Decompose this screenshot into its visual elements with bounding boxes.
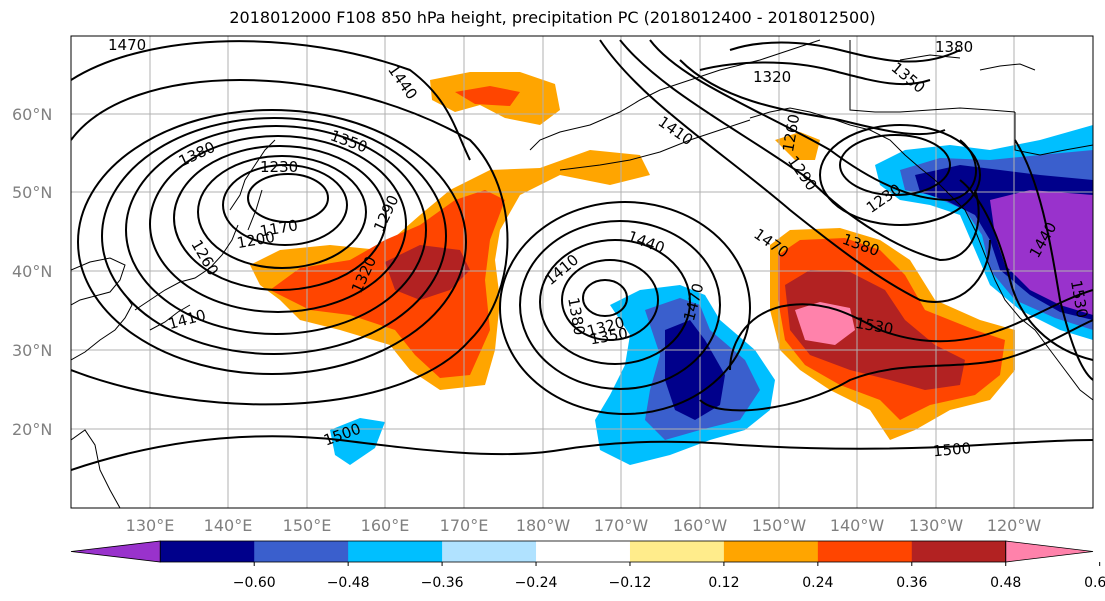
contour-label: 1470 bbox=[108, 36, 146, 54]
colorbar-segment bbox=[817, 541, 913, 562]
lat-label: 30°N bbox=[12, 341, 52, 360]
contour-label: 1230 bbox=[260, 158, 298, 176]
colorbar-tick-label: 0.60 bbox=[1084, 575, 1105, 591]
colorbar-tick-label: −0.48 bbox=[327, 575, 370, 591]
lat-label: 60°N bbox=[12, 105, 52, 124]
map-frame bbox=[70, 35, 1094, 509]
lat-label: 40°N bbox=[12, 262, 52, 281]
lon-label: 150°W bbox=[752, 516, 807, 535]
colorbar-tick-label: 0.12 bbox=[708, 575, 739, 591]
colorbar-arrow-low bbox=[70, 540, 161, 563]
lon-label: 120°W bbox=[987, 516, 1042, 535]
lon-label: 140°E bbox=[204, 516, 253, 535]
contour-label: 1380 bbox=[935, 38, 973, 56]
lat-label: 20°N bbox=[12, 420, 52, 439]
lon-label: 160°E bbox=[361, 516, 410, 535]
precip-region-northeast-purple bbox=[990, 190, 1093, 315]
colorbar-segment bbox=[160, 541, 255, 562]
precip-region-east-pink bbox=[795, 302, 855, 345]
lon-label: 160°W bbox=[673, 516, 728, 535]
precip-region-central-darkred bbox=[385, 245, 470, 300]
colorbar-tick-label: 0.48 bbox=[990, 575, 1021, 591]
colorbar-tick-label: −0.24 bbox=[515, 575, 558, 591]
latitude-labels: 60°N 50°N 40°N 30°N 20°N bbox=[12, 105, 52, 439]
longitude-labels: 130°E 140°E 150°E 160°E 170°E 180°W 170°… bbox=[126, 516, 1042, 535]
lon-label: 140°W bbox=[830, 516, 885, 535]
colorbar-tick-label: 0.36 bbox=[896, 575, 927, 591]
lon-label: 170°W bbox=[594, 516, 649, 535]
colorbar-tick-label: −0.60 bbox=[233, 575, 276, 591]
colorbar-segment bbox=[254, 541, 349, 562]
lon-label: 180°W bbox=[516, 516, 571, 535]
colorbar-segment bbox=[348, 541, 443, 562]
height-contours bbox=[71, 39, 1093, 471]
contour-label: 1320 bbox=[753, 68, 791, 86]
colorbar-tick-label: −0.36 bbox=[421, 575, 464, 591]
colorbar-segment bbox=[442, 541, 537, 562]
contour-label: 1500 bbox=[932, 439, 972, 460]
precip-region-south-navy bbox=[665, 320, 725, 420]
plot-title: 2018012000 F108 850 hPa height, precipit… bbox=[229, 8, 876, 27]
colorbar-arrow-high bbox=[1005, 540, 1094, 563]
lon-label: 150°E bbox=[283, 516, 332, 535]
colorbar-outline bbox=[159, 540, 1007, 563]
precip-region-east-darkred bbox=[785, 270, 965, 390]
colorbar-segment bbox=[723, 541, 819, 562]
colorbar-segment bbox=[629, 541, 725, 562]
contour-label-group: 1470 1440 1380 1350 1230 1170 1200 1260 … bbox=[108, 36, 1091, 460]
colorbar bbox=[70, 540, 1094, 563]
precip-region-alaska-red bbox=[455, 86, 520, 106]
colorbar-segment bbox=[911, 541, 1007, 562]
lon-label: 170°E bbox=[440, 516, 489, 535]
colorbar-tick-label: 0.24 bbox=[802, 575, 833, 591]
colorbar-tick-label: −0.12 bbox=[609, 575, 652, 591]
lon-label: 130°W bbox=[909, 516, 964, 535]
colorbar-labels: −0.60 −0.48 −0.36 −0.24 −0.12 0.12 0.24 0.36 0.4… bbox=[233, 562, 1105, 591]
lon-label: 130°E bbox=[126, 516, 175, 535]
colorbar-segment bbox=[536, 541, 631, 562]
lat-label: 50°N bbox=[12, 183, 52, 202]
